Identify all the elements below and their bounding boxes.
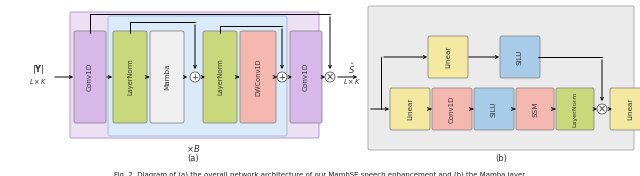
Text: $L\times K$: $L\times K$	[342, 77, 362, 86]
FancyBboxPatch shape	[428, 36, 468, 78]
Text: Fig. 2. Diagram of (a) the overall network architecture of our MambSE speech enh: Fig. 2. Diagram of (a) the overall netwo…	[114, 172, 526, 176]
Text: Conv1D: Conv1D	[303, 63, 309, 91]
FancyBboxPatch shape	[516, 88, 554, 130]
FancyBboxPatch shape	[240, 31, 276, 123]
Circle shape	[277, 72, 287, 82]
Text: LayerNorm: LayerNorm	[573, 91, 577, 127]
Circle shape	[597, 104, 607, 114]
Text: $\hat{S}$: $\hat{S}$	[348, 62, 356, 76]
Text: Conv1D: Conv1D	[449, 95, 455, 123]
FancyBboxPatch shape	[290, 31, 322, 123]
FancyBboxPatch shape	[108, 16, 287, 136]
FancyBboxPatch shape	[474, 88, 514, 130]
Text: LayerNorm: LayerNorm	[127, 59, 133, 95]
Text: Linear: Linear	[627, 98, 633, 120]
FancyBboxPatch shape	[203, 31, 237, 123]
Circle shape	[190, 72, 200, 82]
Circle shape	[325, 72, 335, 82]
FancyBboxPatch shape	[556, 88, 594, 130]
FancyBboxPatch shape	[74, 31, 106, 123]
FancyBboxPatch shape	[113, 31, 147, 123]
Text: ×: ×	[326, 72, 334, 82]
FancyBboxPatch shape	[70, 12, 319, 138]
FancyBboxPatch shape	[432, 88, 472, 130]
Text: (b): (b)	[495, 153, 507, 162]
Text: DWConv1D: DWConv1D	[255, 58, 261, 96]
Text: SiLU: SiLU	[517, 49, 523, 65]
FancyBboxPatch shape	[610, 88, 640, 130]
Text: +: +	[191, 73, 198, 81]
Text: $|\mathbf{Y}|$: $|\mathbf{Y}|$	[32, 62, 44, 76]
Text: $\times B$: $\times B$	[186, 143, 200, 153]
Text: Linear: Linear	[445, 46, 451, 68]
Text: Linear: Linear	[407, 98, 413, 120]
FancyBboxPatch shape	[390, 88, 430, 130]
Text: ×: ×	[598, 104, 606, 114]
Text: SSM: SSM	[532, 101, 538, 117]
FancyBboxPatch shape	[150, 31, 184, 123]
Text: $L\times K$: $L\times K$	[29, 77, 47, 86]
Text: LayerNorm: LayerNorm	[217, 59, 223, 95]
Text: (a): (a)	[187, 153, 199, 162]
Text: SiLU: SiLU	[491, 101, 497, 117]
Text: Mamba: Mamba	[164, 64, 170, 90]
Text: +: +	[278, 73, 285, 81]
FancyBboxPatch shape	[368, 6, 634, 150]
FancyBboxPatch shape	[500, 36, 540, 78]
Text: Conv1D: Conv1D	[87, 63, 93, 91]
